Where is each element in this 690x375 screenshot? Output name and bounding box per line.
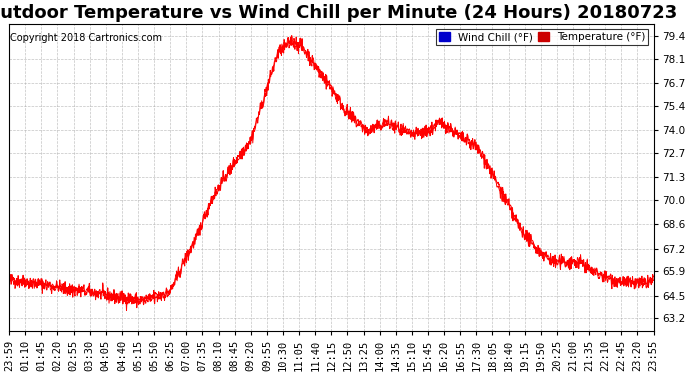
Temperature (°F) bbox=[433, 118, 441, 122]
Line: Wind Chill (°F): Wind Chill (°F) bbox=[9, 37, 653, 310]
Temperature (°F) bbox=[149, 292, 157, 297]
Wind Chill (°F) bbox=[149, 293, 157, 298]
Temperature (°F) bbox=[122, 303, 130, 308]
Temperature (°F) bbox=[517, 225, 525, 230]
Temperature (°F) bbox=[133, 297, 141, 301]
Wind Chill (°F) bbox=[574, 260, 582, 264]
Temperature (°F) bbox=[5, 275, 13, 279]
Wind Chill (°F) bbox=[649, 278, 658, 283]
Wind Chill (°F) bbox=[517, 228, 525, 233]
Line: Temperature (°F): Temperature (°F) bbox=[9, 36, 653, 306]
Temperature (°F) bbox=[574, 256, 582, 260]
Wind Chill (°F) bbox=[122, 308, 130, 313]
Wind Chill (°F) bbox=[288, 34, 296, 39]
Wind Chill (°F) bbox=[133, 299, 141, 303]
Temperature (°F) bbox=[288, 33, 296, 38]
Temperature (°F) bbox=[649, 274, 658, 279]
Wind Chill (°F) bbox=[5, 279, 13, 283]
Text: Copyright 2018 Cartronics.com: Copyright 2018 Cartronics.com bbox=[10, 33, 162, 43]
Wind Chill (°F) bbox=[221, 178, 229, 183]
Wind Chill (°F) bbox=[433, 122, 441, 126]
Legend: Wind Chill (°F), Temperature (°F): Wind Chill (°F), Temperature (°F) bbox=[436, 29, 649, 45]
Temperature (°F) bbox=[221, 178, 229, 182]
Title: Outdoor Temperature vs Wind Chill per Minute (24 Hours) 20180723: Outdoor Temperature vs Wind Chill per Mi… bbox=[0, 4, 678, 22]
